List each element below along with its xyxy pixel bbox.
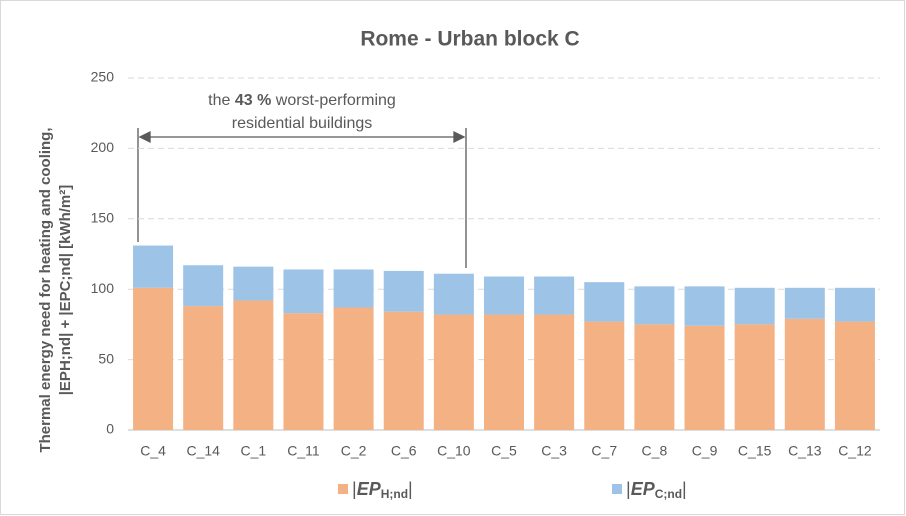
bar-segment xyxy=(484,276,524,315)
y-label-line: |EPH;nd| + |EPC;nd| [kWh/m²] xyxy=(57,185,74,396)
x-tick-label: C_9 xyxy=(692,443,718,459)
bar-segment xyxy=(784,318,825,430)
bar-segment xyxy=(233,266,274,301)
bar-segment xyxy=(634,324,675,430)
x-tick-label: C_12 xyxy=(838,443,872,459)
bar-segment xyxy=(383,270,424,312)
legend-label: |EPH;nd| xyxy=(352,479,413,501)
x-tick-label: C_13 xyxy=(788,443,822,459)
x-tick-label: C_5 xyxy=(491,443,517,459)
x-tick-label: C_3 xyxy=(541,443,567,459)
bar-segment xyxy=(584,321,625,430)
y-tick-label: 250 xyxy=(91,69,115,85)
bar-segment xyxy=(383,311,424,430)
bar-segment xyxy=(283,313,324,430)
bar-segment xyxy=(534,314,575,430)
legend-label-part: H;nd xyxy=(381,487,408,501)
legend-label-part: | xyxy=(408,479,413,499)
legend-label-part: | xyxy=(352,479,357,499)
bar-segment xyxy=(133,245,174,288)
bar-segment xyxy=(534,276,575,315)
bar-segment xyxy=(484,314,524,430)
x-tick-label: C_11 xyxy=(287,443,320,459)
y-tick-label: 200 xyxy=(91,139,115,155)
bar-segment xyxy=(183,306,224,430)
x-tick-label: C_2 xyxy=(341,443,367,459)
x-tick-label: C_6 xyxy=(391,443,417,459)
y-label-line: Thermal energy need for heating and cool… xyxy=(37,127,54,452)
x-tick-label: C_1 xyxy=(240,443,266,459)
annotation: the 43 % worst-performing xyxy=(208,92,396,109)
annotation-part: the xyxy=(208,92,235,109)
bar-segment xyxy=(684,286,725,326)
bar-segment xyxy=(734,324,775,430)
bar-segment xyxy=(784,287,825,319)
bar-segment xyxy=(634,286,675,325)
bar-segment xyxy=(834,321,875,430)
bar-segment xyxy=(333,269,374,308)
bar-segment xyxy=(834,287,875,322)
legend-label-part: EP xyxy=(357,479,382,499)
chart-title: Rome - Urban block C xyxy=(360,28,579,51)
legend-label-part: | xyxy=(626,479,631,499)
bar-segment xyxy=(283,269,324,314)
y-tick-label: 100 xyxy=(91,280,115,296)
x-tick-label: C_10 xyxy=(437,443,471,459)
legend-swatch xyxy=(338,484,348,494)
bar-segment xyxy=(734,287,775,325)
y-tick-label: 50 xyxy=(98,350,114,366)
annotation-part: 43 % xyxy=(235,92,271,109)
x-tick-label: C_14 xyxy=(186,443,220,459)
bar-segment xyxy=(433,273,474,315)
legend-label-part: EP xyxy=(631,479,656,499)
legend-label-part: C;nd xyxy=(655,487,682,501)
legend-label-part: | xyxy=(682,479,687,499)
bar-segment xyxy=(433,314,474,430)
annotation-arrow xyxy=(137,128,467,268)
x-tick-label: C_7 xyxy=(591,443,617,459)
legend-label: |EPC;nd| xyxy=(626,479,687,501)
bar-segment xyxy=(133,287,174,430)
y-axis-label: Thermal energy need for heating and cool… xyxy=(37,127,74,452)
bar-segment xyxy=(233,300,274,430)
y-tick-label: 150 xyxy=(91,210,115,226)
bar-segment xyxy=(584,282,625,322)
x-tick-label: C_4 xyxy=(140,443,166,459)
annotation: residential buildings xyxy=(232,115,373,132)
x-tick-label: C_8 xyxy=(642,443,668,459)
legend-swatch xyxy=(612,484,622,494)
y-tick-label: 0 xyxy=(106,421,114,437)
annotation-part: worst-performing xyxy=(271,92,395,109)
bar-segment xyxy=(684,325,725,430)
bar-segment xyxy=(183,265,224,307)
bar-segment xyxy=(333,307,374,430)
x-tick-label: C_15 xyxy=(738,443,772,459)
